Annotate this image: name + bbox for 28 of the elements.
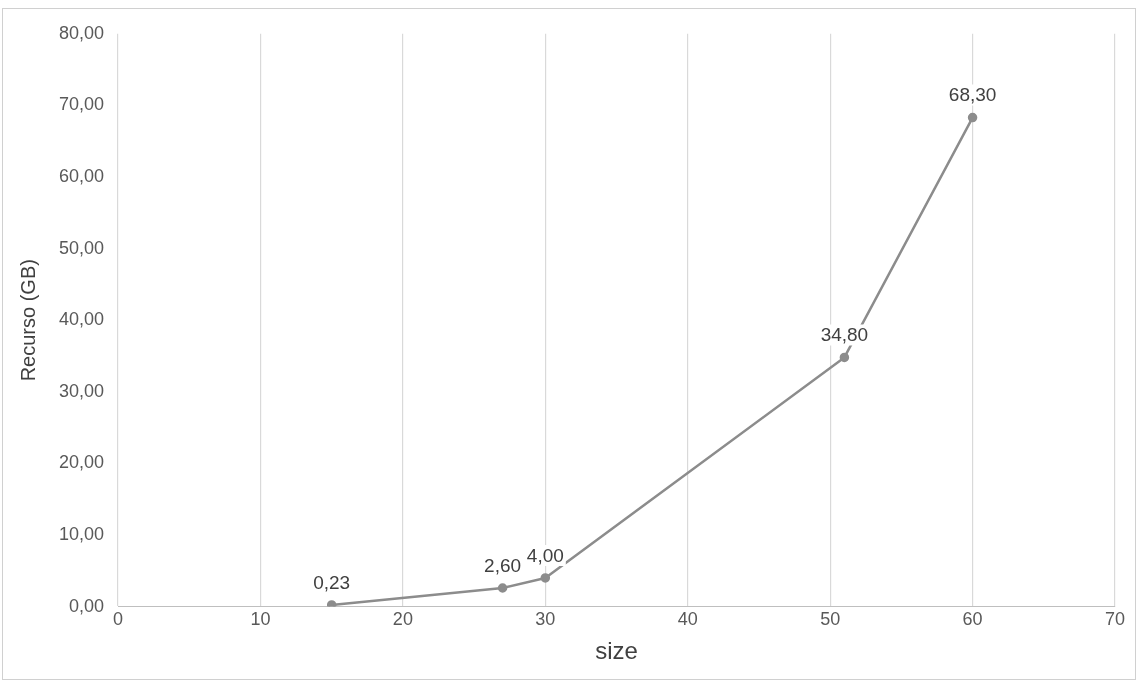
y-tick-label: 30,00 xyxy=(59,380,105,401)
x-tick-label: 0 xyxy=(113,609,124,630)
x-tick-label: 70 xyxy=(1104,609,1126,630)
y-tick-label: 80,00 xyxy=(59,22,105,43)
x-tick-label: 50 xyxy=(820,609,841,630)
x-tick-label: 60 xyxy=(962,609,983,630)
y-tick-label: 50,00 xyxy=(59,237,105,258)
data-label: 68,30 xyxy=(948,84,997,106)
x-tick-label: 20 xyxy=(392,609,413,630)
data-label: 4,00 xyxy=(526,544,564,566)
point xyxy=(497,583,508,593)
point xyxy=(839,352,850,363)
data-label: 0,23 xyxy=(313,571,351,593)
x-tick-label: 30 xyxy=(535,609,556,630)
data-label: 34,80 xyxy=(820,324,869,346)
y-tick-label: 10,00 xyxy=(59,523,105,544)
y-tick-label: 60,00 xyxy=(59,165,105,186)
point xyxy=(540,573,551,583)
point xyxy=(967,112,978,123)
y-tick-label: 0,00 xyxy=(69,595,105,616)
x-tick-label: 10 xyxy=(250,609,271,630)
y-tick-label: 40,00 xyxy=(59,309,105,330)
y-axis-title: Recurso (GB) xyxy=(16,259,39,382)
y-tick-label: 70,00 xyxy=(59,94,105,115)
x-tick-label: 40 xyxy=(677,609,698,630)
data-label: 2,60 xyxy=(484,554,522,576)
y-tick-label: 20,00 xyxy=(59,452,105,473)
x-axis-title: size xyxy=(595,637,638,665)
